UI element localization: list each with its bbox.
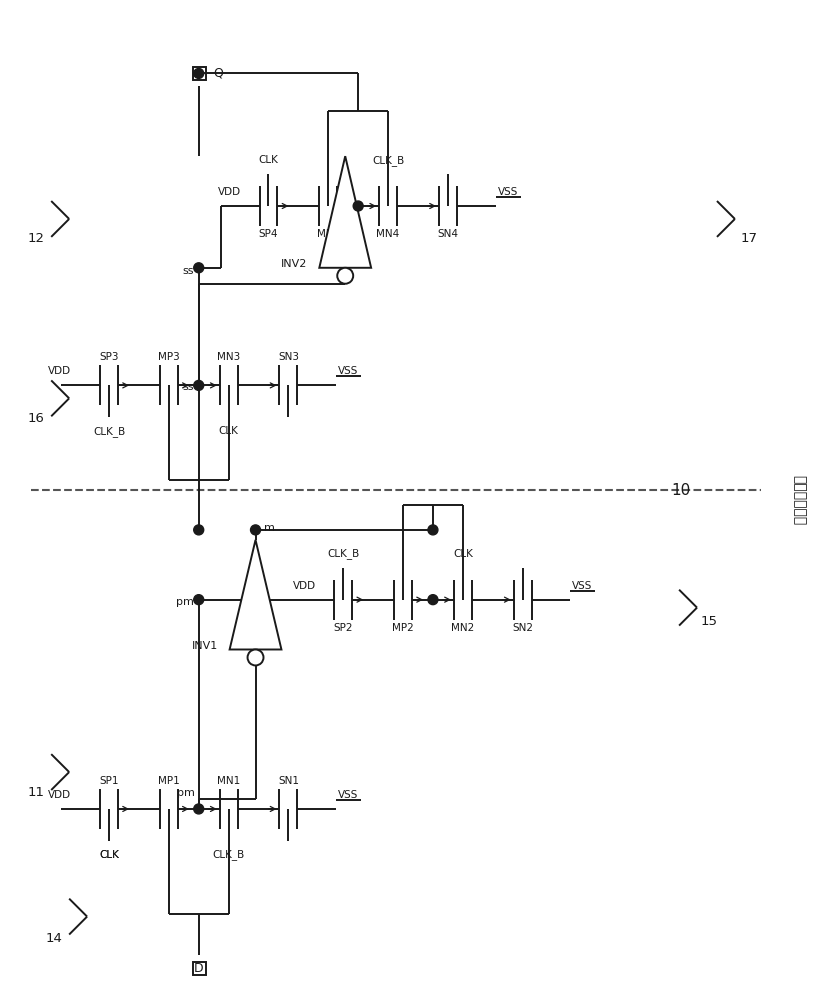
Text: CLK_B: CLK_B [93, 426, 125, 437]
Text: SP1: SP1 [99, 776, 118, 786]
Text: pm: pm [176, 597, 194, 607]
Text: SN1: SN1 [278, 776, 299, 786]
Text: VDD: VDD [48, 790, 71, 800]
Circle shape [337, 268, 353, 284]
Circle shape [247, 649, 264, 665]
Text: MN3: MN3 [217, 352, 240, 362]
Bar [192, 67, 206, 80]
Circle shape [194, 68, 204, 78]
Text: CLK: CLK [453, 549, 473, 559]
Text: VSS: VSS [338, 366, 358, 376]
Text: CLK: CLK [99, 850, 119, 860]
Text: MN4: MN4 [376, 229, 399, 239]
Circle shape [353, 201, 363, 211]
Text: VSS: VSS [572, 581, 593, 591]
Text: 14: 14 [46, 932, 62, 945]
Text: SP2: SP2 [334, 623, 353, 633]
Text: INV1: INV1 [192, 641, 218, 651]
Circle shape [251, 525, 261, 535]
Bar [192, 962, 206, 975]
Text: SP3: SP3 [99, 352, 118, 362]
Text: 17: 17 [741, 232, 757, 245]
Text: ss: ss [182, 382, 194, 392]
Circle shape [194, 525, 204, 535]
Circle shape [194, 380, 204, 390]
Polygon shape [229, 540, 281, 649]
Text: CLK: CLK [219, 426, 238, 436]
Text: MP1: MP1 [158, 776, 180, 786]
Text: VDD: VDD [293, 581, 316, 591]
Text: 11: 11 [28, 786, 44, 799]
Text: CLK: CLK [99, 850, 119, 860]
Text: VSS: VSS [338, 790, 358, 800]
Text: MP2: MP2 [392, 623, 414, 633]
Text: CLK_B: CLK_B [327, 548, 359, 559]
Text: VSS: VSS [497, 187, 518, 197]
Circle shape [194, 804, 204, 814]
Circle shape [428, 525, 438, 535]
Text: CLK_B: CLK_B [372, 155, 404, 166]
Text: MP3: MP3 [158, 352, 180, 362]
Text: MN2: MN2 [451, 623, 474, 633]
Text: 10: 10 [671, 483, 690, 498]
Text: SP4: SP4 [259, 229, 278, 239]
Text: ss: ss [182, 266, 194, 276]
Text: MP4: MP4 [317, 229, 339, 239]
Text: CLK_B: CLK_B [213, 849, 245, 860]
Text: pm: pm [177, 788, 195, 798]
Text: VDD: VDD [48, 366, 71, 376]
Text: （现有技术）: （现有技术） [792, 475, 806, 525]
Text: 15: 15 [700, 615, 718, 628]
Text: 16: 16 [28, 412, 44, 425]
Circle shape [194, 595, 204, 605]
Text: 12: 12 [28, 232, 44, 245]
Circle shape [428, 595, 438, 605]
Text: INV2: INV2 [281, 259, 307, 269]
Text: CLK: CLK [259, 155, 279, 165]
Text: Q: Q [214, 67, 224, 80]
Text: MN1: MN1 [217, 776, 240, 786]
Text: m: m [264, 523, 275, 533]
Text: SN2: SN2 [512, 623, 533, 633]
Text: VDD: VDD [218, 187, 241, 197]
Circle shape [194, 263, 204, 273]
Polygon shape [319, 156, 372, 268]
Text: D: D [194, 962, 204, 975]
Text: SN4: SN4 [437, 229, 459, 239]
Text: SN3: SN3 [278, 352, 299, 362]
